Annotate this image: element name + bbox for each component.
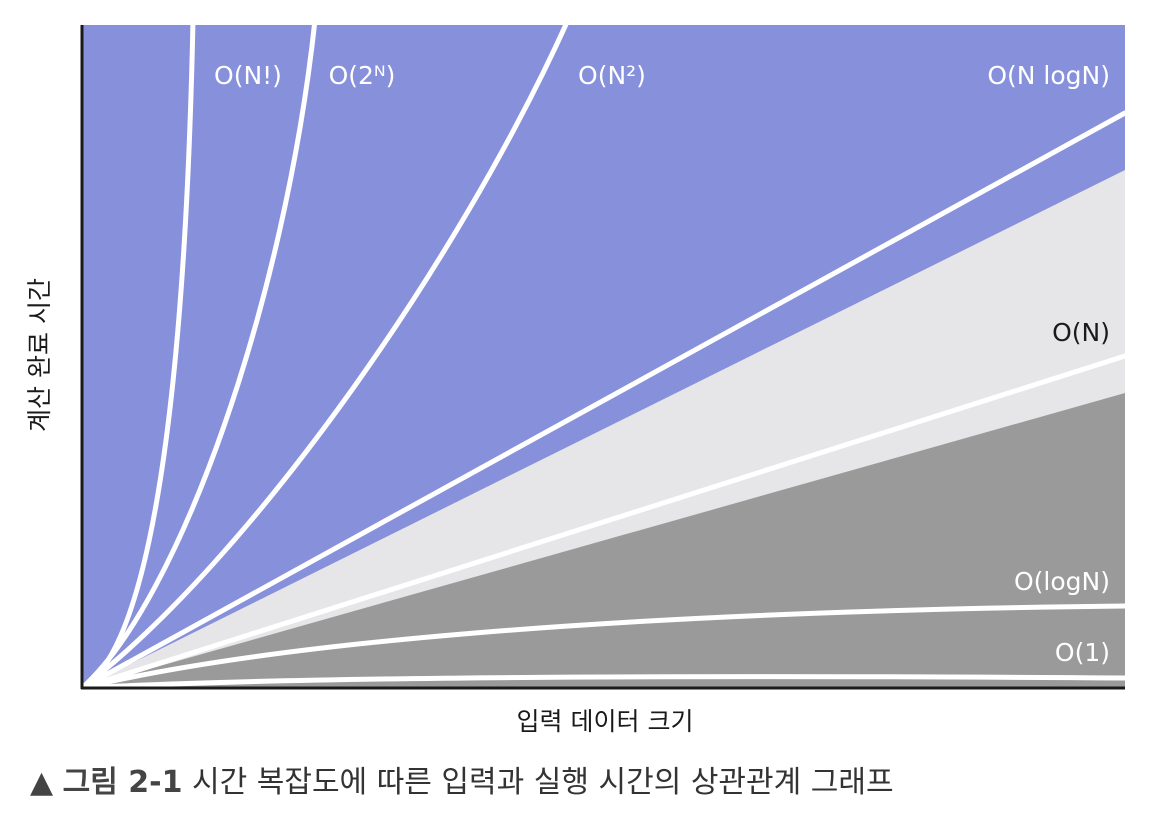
curve-linear (79, 353, 1128, 691)
caption-text: 시간 복잡도에 따른 입력과 실행 시간의 상관관계 그래프 (192, 765, 894, 800)
y-axis-title: 계산 완료 시간 (25, 278, 54, 432)
caption-triangle-icon: ▲ (30, 765, 54, 800)
curve-label-factorial: O(N!) (214, 61, 282, 90)
curve-quadratic (79, 17, 571, 691)
curve-label-constant: O(1) (1055, 638, 1110, 667)
background-regions (82, 25, 1125, 688)
curve-constant (79, 674, 1128, 691)
curve-label-log-n: O(logN) (1014, 567, 1110, 596)
complexity-chart: O(N!) O(2ᴺ) O(N²) O(N logN)O(N)O(logN)O(1) … (25, 17, 1128, 736)
region-good (82, 393, 1125, 688)
curve-label-exponential: O(2ᴺ) (329, 61, 396, 90)
x-axis-title: 입력 데이터 크기 (517, 707, 694, 736)
curve-label-n-log-n: O(N logN) (987, 61, 1110, 90)
curve-n-log-n (79, 110, 1128, 691)
curve-labels: O(N!) O(2ᴺ) O(N²) O(N logN) O(N) O(logN) O(1) (214, 61, 1110, 667)
curve-log-n (79, 603, 1128, 691)
complexity-curves (79, 17, 1128, 691)
curve-label-quadratic: O(N²) (578, 61, 646, 90)
caption-figure-number: 그림 2-1 (62, 765, 183, 800)
curve-label-linear: O(N) (1052, 318, 1110, 347)
curve-exponential (79, 17, 318, 691)
figure-caption: ▲ 그림 2-1 시간 복잡도에 따른 입력과 실행 시간의 상관관계 그래프 (30, 757, 894, 801)
axes (80, 25, 1125, 690)
